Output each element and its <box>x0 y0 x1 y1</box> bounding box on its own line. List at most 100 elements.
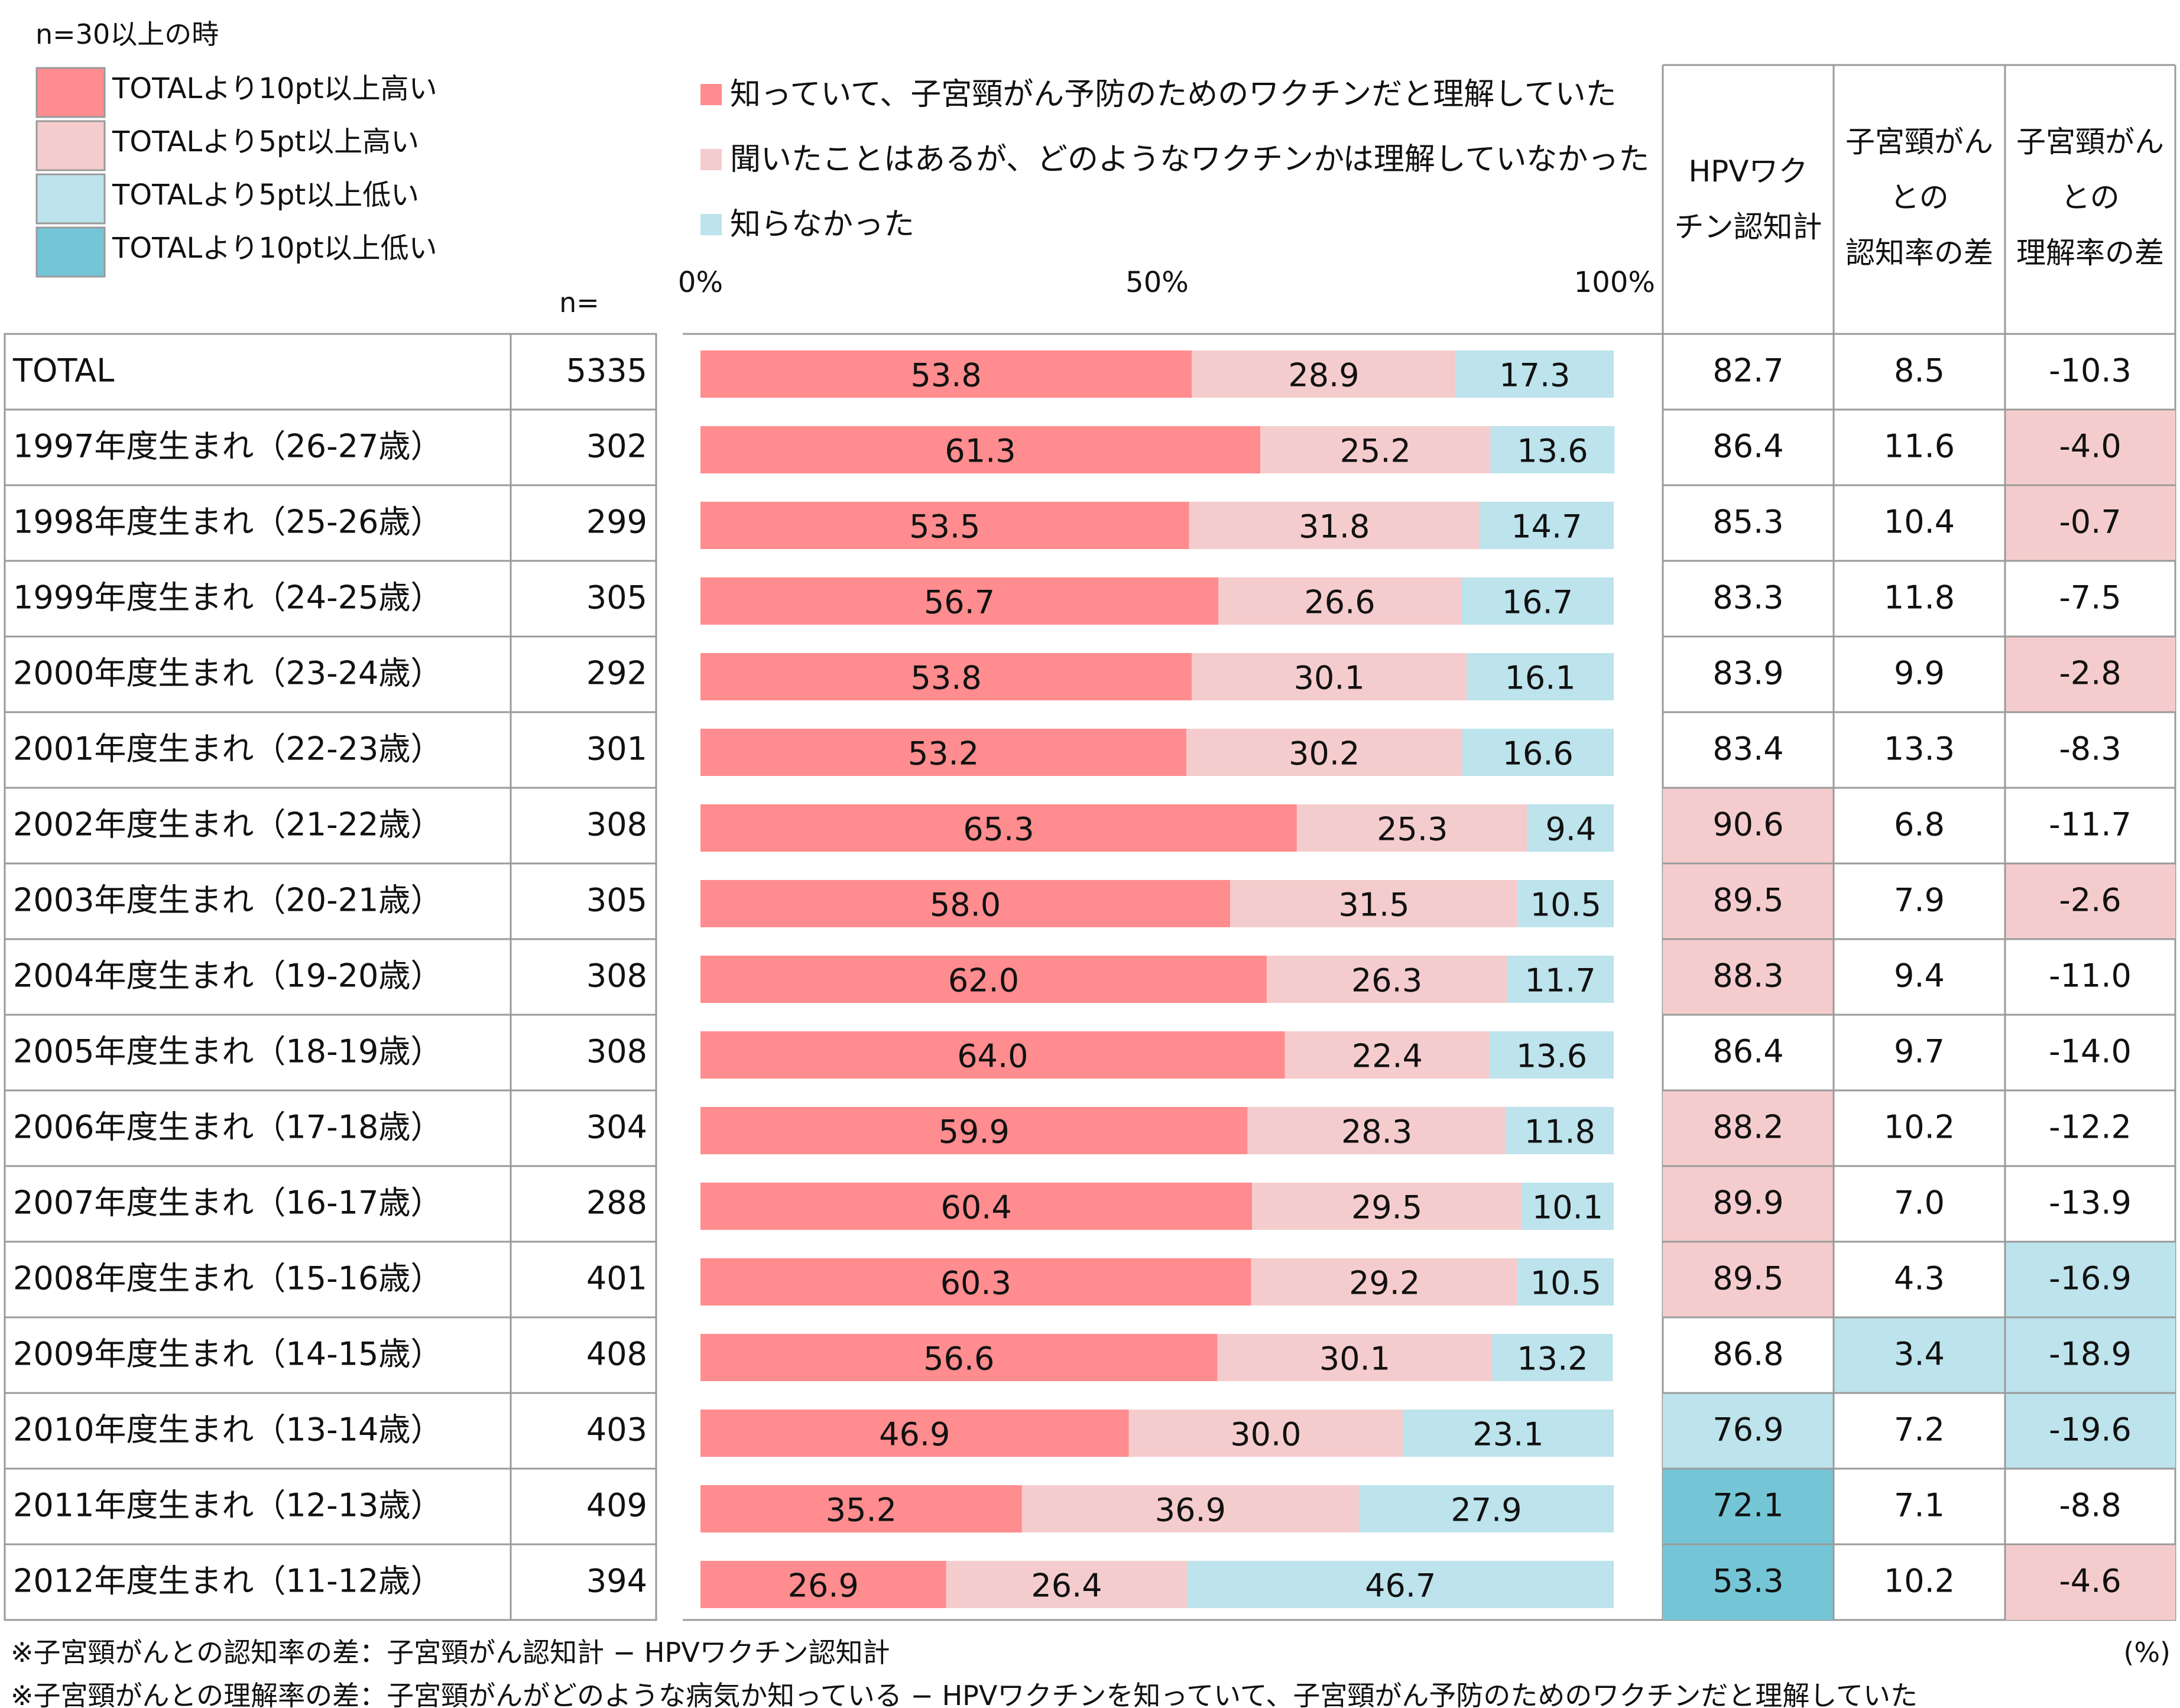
bar-segment <box>700 577 1219 625</box>
column-value: 76.9 <box>1712 1411 1783 1449</box>
bar-value-label: 11.7 <box>1525 962 1596 999</box>
highlight-cell <box>1663 788 1834 863</box>
column-value: 88.2 <box>1712 1109 1783 1146</box>
bar-segment <box>1284 1031 1490 1079</box>
bar-segment <box>700 350 1192 398</box>
highlight-cell <box>1663 1544 1834 1620</box>
bar-segment <box>1490 426 1615 473</box>
row-n: 292 <box>586 655 647 692</box>
bar-value-label: 26.3 <box>1351 962 1422 999</box>
column-value: -0.7 <box>2059 504 2121 541</box>
row-label: 2006年度生まれ（17-18歳） <box>13 1109 442 1146</box>
highlight-cell <box>2005 1544 2175 1620</box>
bar-value-label: 22.4 <box>1352 1038 1423 1075</box>
table-row: 2008年度生まれ（15-16歳） 401 60.3 29.2 10.5 89.5 4.3 -… <box>5 1241 2175 1317</box>
row-label: 2005年度生まれ（18-19歳） <box>13 1033 442 1070</box>
column-value: -12.2 <box>2049 1109 2132 1146</box>
row-label: 2010年度生まれ（13-14歳） <box>13 1411 442 1449</box>
series-legend-label: 知らなかった <box>730 207 914 242</box>
column-value: 72.1 <box>1712 1487 1783 1524</box>
column-value: 11.6 <box>1884 428 1955 465</box>
bar-value-label: 30.1 <box>1319 1340 1390 1378</box>
row-n: 5335 <box>566 352 647 389</box>
column-value: -8.8 <box>2059 1487 2121 1524</box>
bar-segment <box>1492 1334 1613 1381</box>
row-n: 403 <box>586 1411 647 1449</box>
bar-value-label: 28.3 <box>1341 1113 1412 1151</box>
bar-segment <box>1358 1485 1614 1532</box>
bar-value-label: 13.6 <box>1517 433 1588 470</box>
bar-value-label: 56.7 <box>924 584 995 621</box>
bar-segment <box>1489 1031 1614 1079</box>
bar-segment <box>700 653 1192 700</box>
bar-segment <box>1217 1334 1493 1381</box>
bar-value-label: 30.0 <box>1230 1416 1301 1453</box>
row-label: 2008年度生まれ（15-16歳） <box>13 1260 442 1297</box>
bar-segment <box>700 1485 1022 1532</box>
row-label: 2000年度生まれ（23-24歳） <box>13 655 442 692</box>
bar-value-label: 11.8 <box>1524 1113 1595 1151</box>
table-row: 1998年度生まれ（25-26歳） 299 53.5 31.8 14.7 85.3 10.4… <box>5 484 2175 561</box>
table-row: 1999年度生まれ（24-25歳） 305 56.7 26.6 16.7 83.3 11.8… <box>5 560 2175 625</box>
table-row: 2007年度生まれ（16-17歳） 288 60.4 29.5 10.1 89.9 7.0 -… <box>5 1165 2175 1242</box>
highlight-legend-label: TOTALより5pt以上低い <box>112 178 419 212</box>
table-row: 2000年度生まれ（23-24歳） 292 53.8 30.1 16.1 83.9 9.9 -… <box>5 635 2175 712</box>
bar-segment <box>1251 1258 1518 1306</box>
highlight-legend-swatch <box>35 67 106 118</box>
bar-segment <box>1128 1410 1403 1457</box>
bar-segment <box>700 1410 1129 1457</box>
column-value: 83.3 <box>1712 579 1783 616</box>
x-tick-label: 100% <box>1574 266 1655 299</box>
bar-segment <box>1517 1258 1614 1306</box>
bar-segment <box>1506 1107 1614 1154</box>
bar-value-label: 16.1 <box>1505 660 1576 697</box>
bar-value-label: 10.5 <box>1530 887 1601 924</box>
series-legend-swatch <box>700 214 722 235</box>
series-legend-label: 聞いたことはあるが、どのようなワクチンかは理解していなかった <box>730 142 1649 177</box>
highlight-legend-swatch <box>35 226 106 278</box>
row-n: 302 <box>586 428 647 465</box>
column-value: -14.0 <box>2049 1033 2132 1070</box>
highlight-cell <box>1663 1242 1834 1317</box>
column-header: との <box>1890 180 1949 215</box>
bar-value-label: 31.8 <box>1299 508 1370 545</box>
x-tick-label: 50% <box>1125 266 1189 299</box>
bar-segment <box>1247 1107 1506 1154</box>
bar-value-label: 14.7 <box>1511 508 1582 545</box>
column-value: 10.2 <box>1884 1109 1955 1146</box>
bar-segment <box>700 1334 1218 1381</box>
column-value: 86.4 <box>1712 428 1783 465</box>
bar-value-label: 46.7 <box>1365 1567 1436 1605</box>
column-value: -11.0 <box>2049 957 2132 995</box>
bar-segment <box>1462 729 1614 776</box>
bar-value-label: 53.5 <box>909 508 980 545</box>
bar-segment <box>1507 956 1614 1003</box>
column-value: 82.7 <box>1712 352 1783 389</box>
bar-segment <box>1527 804 1614 852</box>
bar-segment <box>1517 880 1614 927</box>
column-value: 53.3 <box>1712 1563 1783 1600</box>
highlight-cell <box>1663 1469 1834 1544</box>
column-value: -4.0 <box>2059 428 2121 465</box>
bar-segment <box>700 729 1186 776</box>
bar-value-label: 23.1 <box>1472 1416 1543 1453</box>
bar-value-label: 53.2 <box>908 735 979 772</box>
row-label: 2001年度生まれ（22-23歳） <box>13 730 442 768</box>
row-label: 2004年度生まれ（19-20歳） <box>13 957 442 995</box>
row-n: 288 <box>586 1184 647 1222</box>
bar-segment <box>700 1031 1285 1079</box>
footnote: ※子宮頸がんとの理解率の差：子宮頸がんがどのような病気か知っている − HPVワ… <box>11 1680 1918 1708</box>
table-frame <box>4 333 657 1621</box>
column-value: 89.5 <box>1712 1260 1783 1297</box>
row-label: 2011年度生まれ（12-13歳） <box>13 1487 442 1524</box>
table-row: 2006年度生まれ（17-18歳） 304 59.9 28.3 11.8 88.2 10.2… <box>5 1089 2175 1166</box>
row-n: 304 <box>586 1109 647 1146</box>
bar-value-label: 60.3 <box>940 1265 1011 1302</box>
bar-value-label: 64.0 <box>957 1038 1028 1075</box>
bar-value-label: 59.9 <box>939 1113 1010 1151</box>
column-value: -16.9 <box>2049 1260 2132 1297</box>
bar-segment <box>1296 804 1528 852</box>
bar-segment <box>1230 880 1518 927</box>
bar-segment <box>700 956 1267 1003</box>
bar-segment <box>1021 1485 1359 1532</box>
